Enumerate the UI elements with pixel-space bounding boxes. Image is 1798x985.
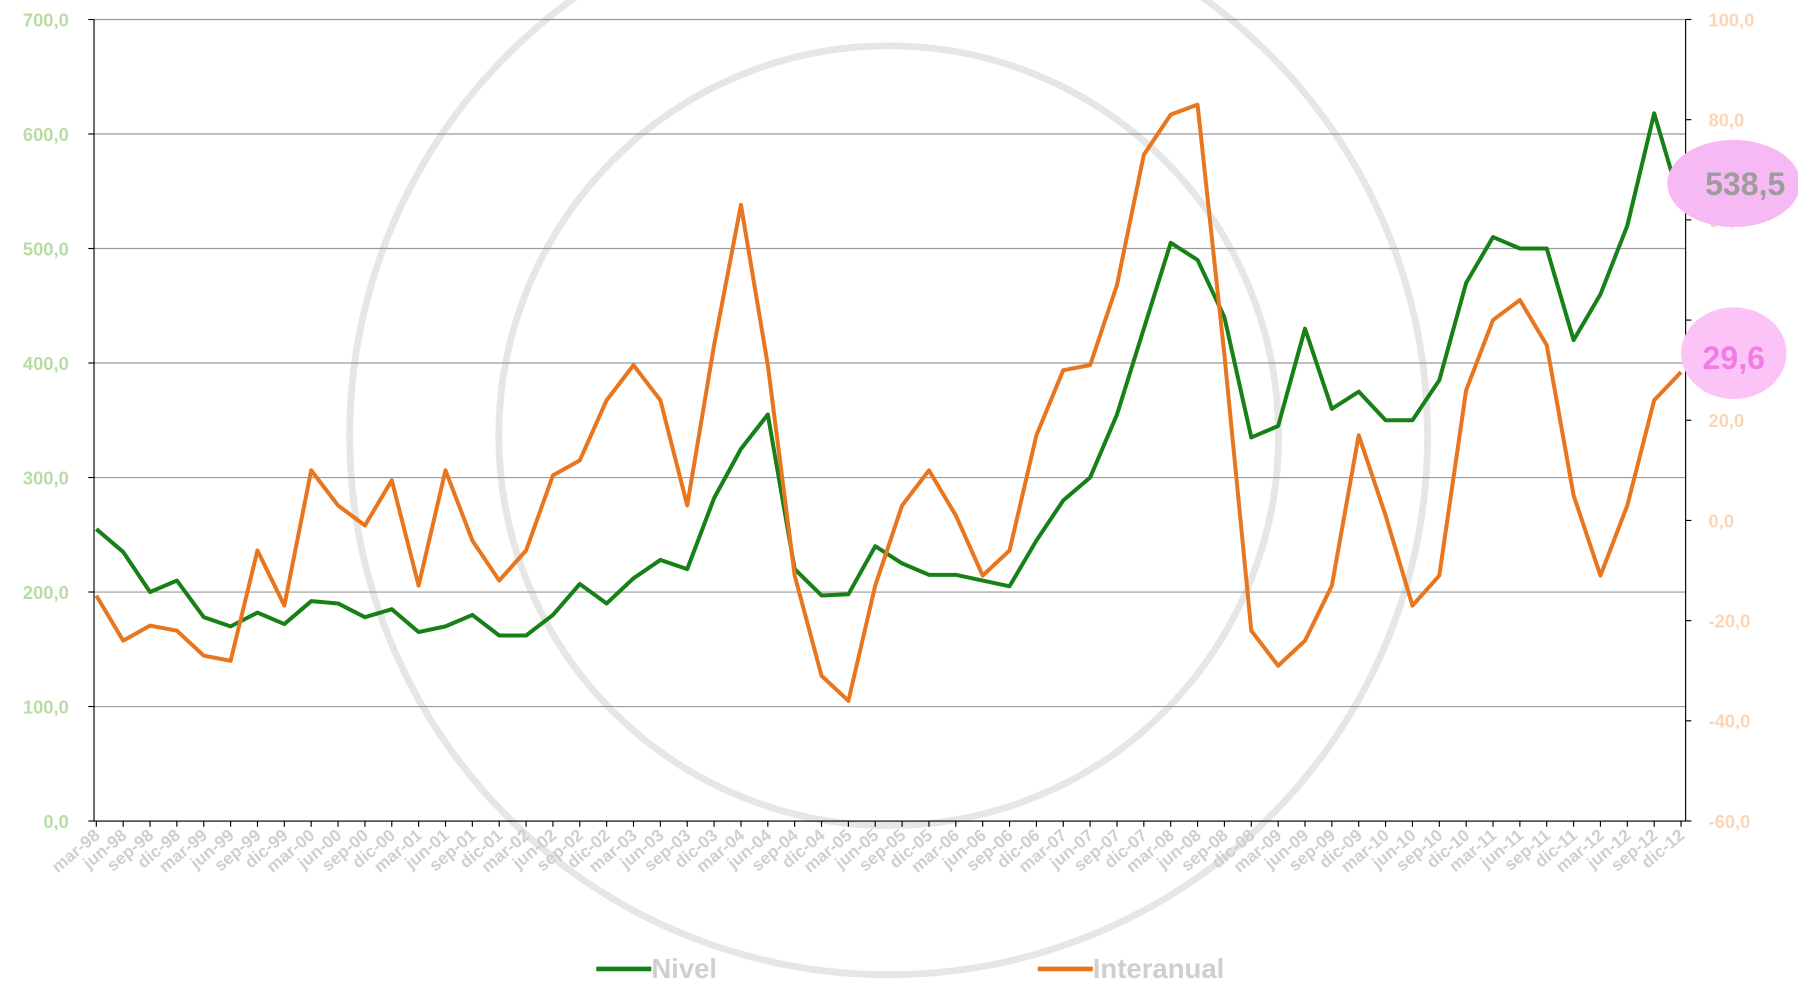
y-tick-label: 400,0 — [23, 353, 69, 374]
annotation: 538,5 — [1705, 166, 1785, 202]
y-tick-label: 100,0 — [23, 696, 69, 717]
y2-tick-label: 20,0 — [1709, 410, 1745, 431]
y2-tick-label: 100,0 — [1709, 9, 1755, 30]
y2-tick-label: -60,0 — [1709, 811, 1751, 832]
y-tick-label: 300,0 — [23, 467, 69, 488]
legend-label: Nivel — [651, 953, 717, 984]
y2-tick-label: -40,0 — [1709, 711, 1751, 732]
y-tick-label: 600,0 — [23, 124, 69, 145]
y2-tick-label: 0,0 — [1709, 510, 1734, 531]
y-tick-label: 200,0 — [23, 582, 69, 603]
series-line — [95, 111, 1683, 638]
annotation-bubble — [1681, 307, 1787, 400]
annotation: 29,6 — [1703, 340, 1765, 376]
watermark — [346, 0, 1431, 978]
y-tick-label: 500,0 — [23, 238, 69, 259]
y2-tick-label: -20,0 — [1709, 611, 1751, 632]
legend-label: Interanual — [1093, 953, 1225, 984]
y2-tick-label: 80,0 — [1709, 110, 1745, 131]
y-tick-label: 700,0 — [23, 9, 69, 30]
y-tick-label: 0,0 — [43, 811, 68, 832]
series-line — [94, 102, 1683, 703]
annotation-bubble — [1667, 139, 1798, 228]
